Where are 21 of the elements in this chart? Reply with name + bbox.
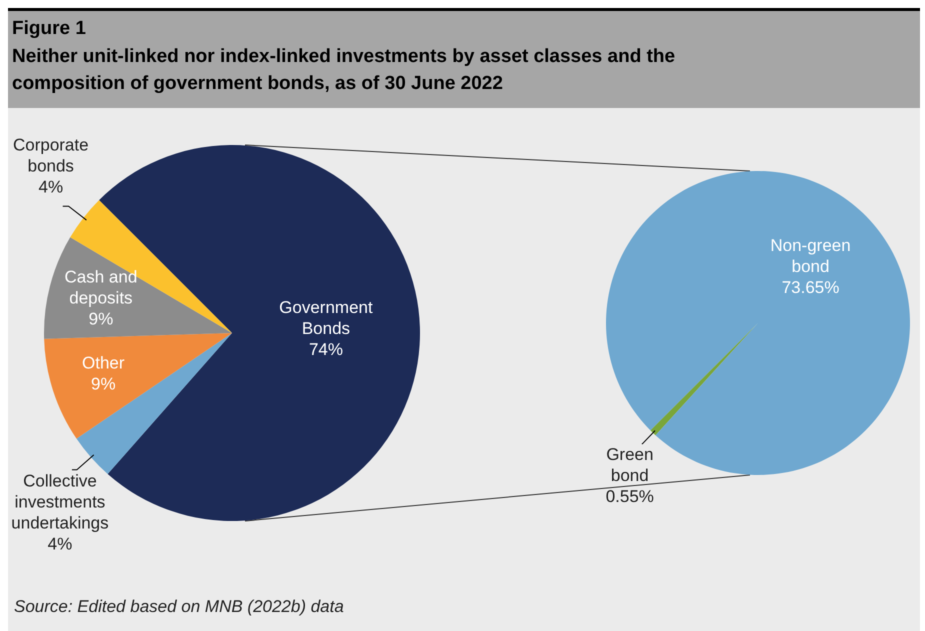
pie-slice bbox=[44, 333, 232, 439]
slice-label: Other bbox=[82, 354, 125, 373]
chart-title: Figure 1 bbox=[12, 18, 86, 39]
data-label: 74% bbox=[308, 340, 343, 360]
pie-slice bbox=[76, 333, 232, 474]
slice-label: Non-green bond bbox=[770, 236, 851, 277]
data-label: 0.55% bbox=[606, 487, 654, 506]
source-note: Source: Edited based on MNB (2022b) data bbox=[14, 597, 344, 616]
slice-label: Green bond bbox=[606, 445, 654, 486]
chart-subtitle: Neither unit-linked nor index-linked investments by asset classes and the composition of government bonds, as of 30 June 2022 bbox=[12, 46, 676, 94]
slice-label: Cash and deposits bbox=[64, 268, 138, 308]
pie-slice bbox=[44, 237, 232, 339]
slice-label: Corporate bonds bbox=[12, 136, 89, 176]
pie-slice bbox=[650, 323, 758, 436]
slice-label: Government Bonds bbox=[279, 298, 373, 339]
data-label: 4% bbox=[38, 178, 64, 197]
data-label: 9% bbox=[90, 374, 116, 394]
data-label: 4% bbox=[48, 534, 72, 554]
data-label: 73.65% bbox=[782, 278, 840, 298]
slice-label: Collective investments undertakings bbox=[11, 472, 109, 533]
data-label: 9% bbox=[88, 310, 114, 329]
